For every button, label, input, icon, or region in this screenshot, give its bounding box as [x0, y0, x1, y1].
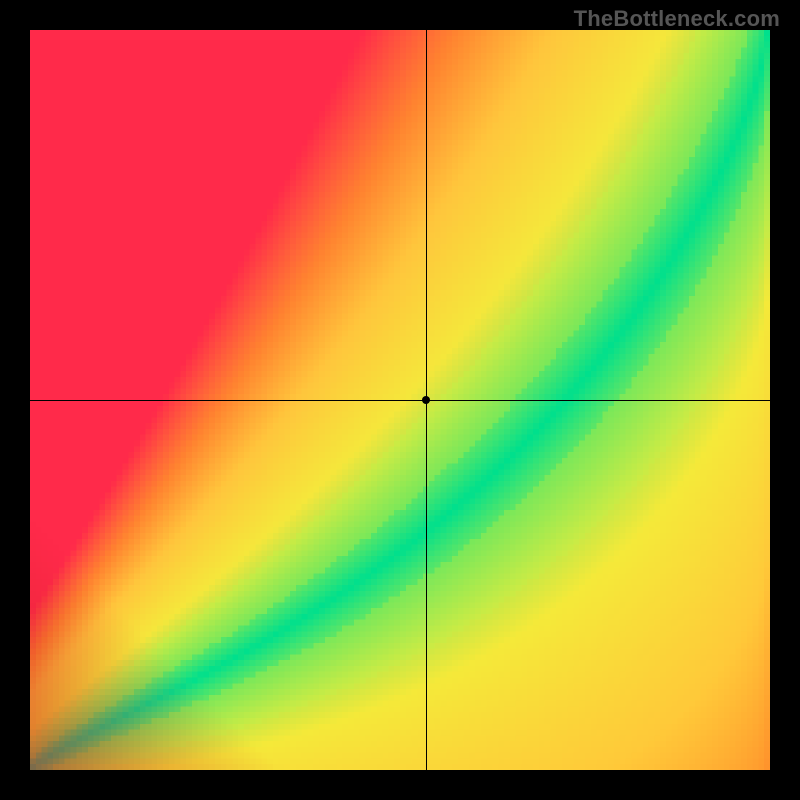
plot-area	[30, 30, 770, 770]
crosshair-horizontal	[30, 400, 770, 401]
crosshair-dot	[422, 396, 430, 404]
watermark-text: TheBottleneck.com	[574, 6, 780, 32]
